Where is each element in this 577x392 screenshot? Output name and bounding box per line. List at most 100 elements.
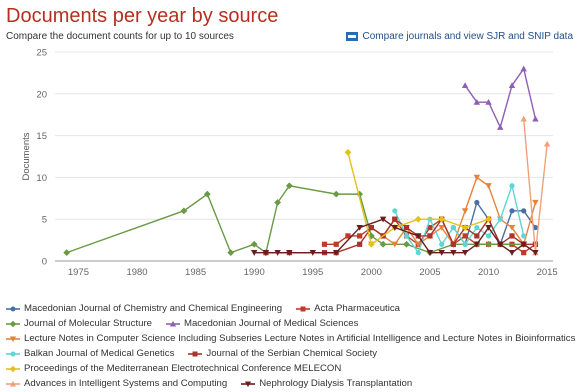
data-point [532,199,539,206]
legend-item[interactable]: Macedonian Journal of Chemistry and Chem… [6,303,282,314]
legend-item[interactable]: Macedonian Journal of Medical Sciences [165,318,359,329]
legend-marker [6,349,20,359]
legend-marker [165,319,180,329]
x-tick-label: 1985 [185,267,206,278]
legend-label[interactable]: Nephrology Dialysis Transplantation [259,378,413,389]
data-point [461,250,469,256]
legend-item[interactable]: Proceedings of the Mediterranean Electro… [6,363,341,374]
legend-marker [188,349,203,359]
legend-marker [6,319,20,329]
data-point [403,240,410,248]
chart-legend: Macedonian Journal of Chemistry and Chem… [6,301,575,391]
legend-label[interactable]: Balkan Journal of Medical Genetics [24,348,175,359]
data-point [438,215,446,223]
legend-marker [6,334,20,344]
legend-label[interactable]: Macedonian Journal of Medical Sciences [183,318,359,329]
data-point [508,250,516,256]
data-point [415,250,421,256]
data-point [262,250,270,256]
compare-journals-link[interactable]: Compare journals and view SJR and SNIP d… [345,31,573,42]
legend-label[interactable]: Proceedings of the Mediterranean Electro… [24,363,342,374]
legend-item[interactable]: Acta Pharmaceutica [296,303,400,314]
data-point [497,241,504,248]
data-point [357,241,363,247]
data-point [532,224,539,231]
data-point [485,215,492,223]
data-point [521,250,527,256]
data-point [485,233,492,239]
x-tick-label: 1980 [126,267,147,278]
data-point [391,224,399,231]
legend-symbol [10,306,16,311]
legend-symbol [300,306,306,311]
data-point [321,241,328,247]
data-point [485,98,492,105]
x-tick-label: 1990 [244,267,265,278]
legend-symbol [10,351,16,356]
data-point [227,249,235,257]
series-line [265,217,536,254]
data-point [497,216,503,222]
data-point [286,250,293,256]
data-point [392,216,398,222]
data-point [391,241,399,248]
data-point [461,208,469,215]
data-point [63,249,71,257]
data-point [203,190,211,198]
y-axis-label: Documents [21,132,32,180]
data-point [356,224,363,231]
legend-label[interactable]: Acta Pharmaceutica [314,303,400,314]
legend-item[interactable]: Journal of Molecular Structure [6,318,152,329]
data-point [461,82,469,89]
data-point [474,233,480,239]
legend-marker [6,304,20,314]
data-point [520,115,527,122]
data-point [344,148,352,156]
data-point [532,241,539,247]
legend-marker [6,364,20,374]
data-point [309,250,316,256]
compare-link-label[interactable]: Compare journals and view SJR and SNIP d… [362,31,573,42]
data-point [392,208,398,214]
legend-item[interactable]: Journal of the Serbian Chemical Society [188,348,377,359]
data-point [509,233,515,239]
legend-item[interactable]: Balkan Journal of Medical Genetics [6,348,174,359]
legend-label[interactable]: Lecture Notes in Computer Science Includ… [24,333,576,344]
data-point [274,250,281,256]
series-4 [461,65,539,130]
legend-label[interactable]: Advances in Intelligent Systems and Comp… [24,378,228,389]
data-point [509,208,515,214]
data-point [379,240,387,248]
legend-label[interactable]: Journal of the Serbian Chemical Society [206,348,378,359]
data-point [461,224,469,231]
legend-item[interactable]: Advances in Intelligent Systems and Comp… [6,378,227,389]
legend-item[interactable]: Lecture Notes in Computer Science Includ… [6,333,575,344]
y-tick-label: 0 [42,257,47,268]
legend-symbol [9,365,17,372]
series-10 [251,216,539,256]
data-point [367,232,375,240]
data-point [485,224,492,231]
page-title: Documents per year by source [6,5,279,27]
data-point [427,233,433,239]
legend-label[interactable]: Journal of Molecular Structure [24,318,152,329]
y-tick-label: 20 [36,89,47,100]
legend-symbol [9,320,17,327]
data-point [473,98,481,105]
x-tick-label: 1975 [68,267,89,278]
data-point [474,199,480,206]
data-point [439,241,445,247]
data-point [438,224,445,231]
data-point [462,233,468,239]
data-point [345,233,351,239]
legend-row: Advances in Intelligent Systems and Comp… [6,376,575,391]
legend-row: Journal of Molecular Structure Macedonian… [6,316,575,331]
series-line [66,184,524,254]
legend-item[interactable]: Nephrology Dialysis Transplantation [241,378,412,389]
data-point [474,224,480,231]
legend-row: Proceedings of the Mediterranean Electro… [6,361,575,376]
legend-row: Macedonian Journal of Chemistry and Chem… [6,301,575,316]
y-tick-label: 10 [36,173,47,184]
legend-label[interactable]: Macedonian Journal of Chemistry and Chem… [24,303,283,314]
x-tick-label: 2010 [478,267,499,278]
